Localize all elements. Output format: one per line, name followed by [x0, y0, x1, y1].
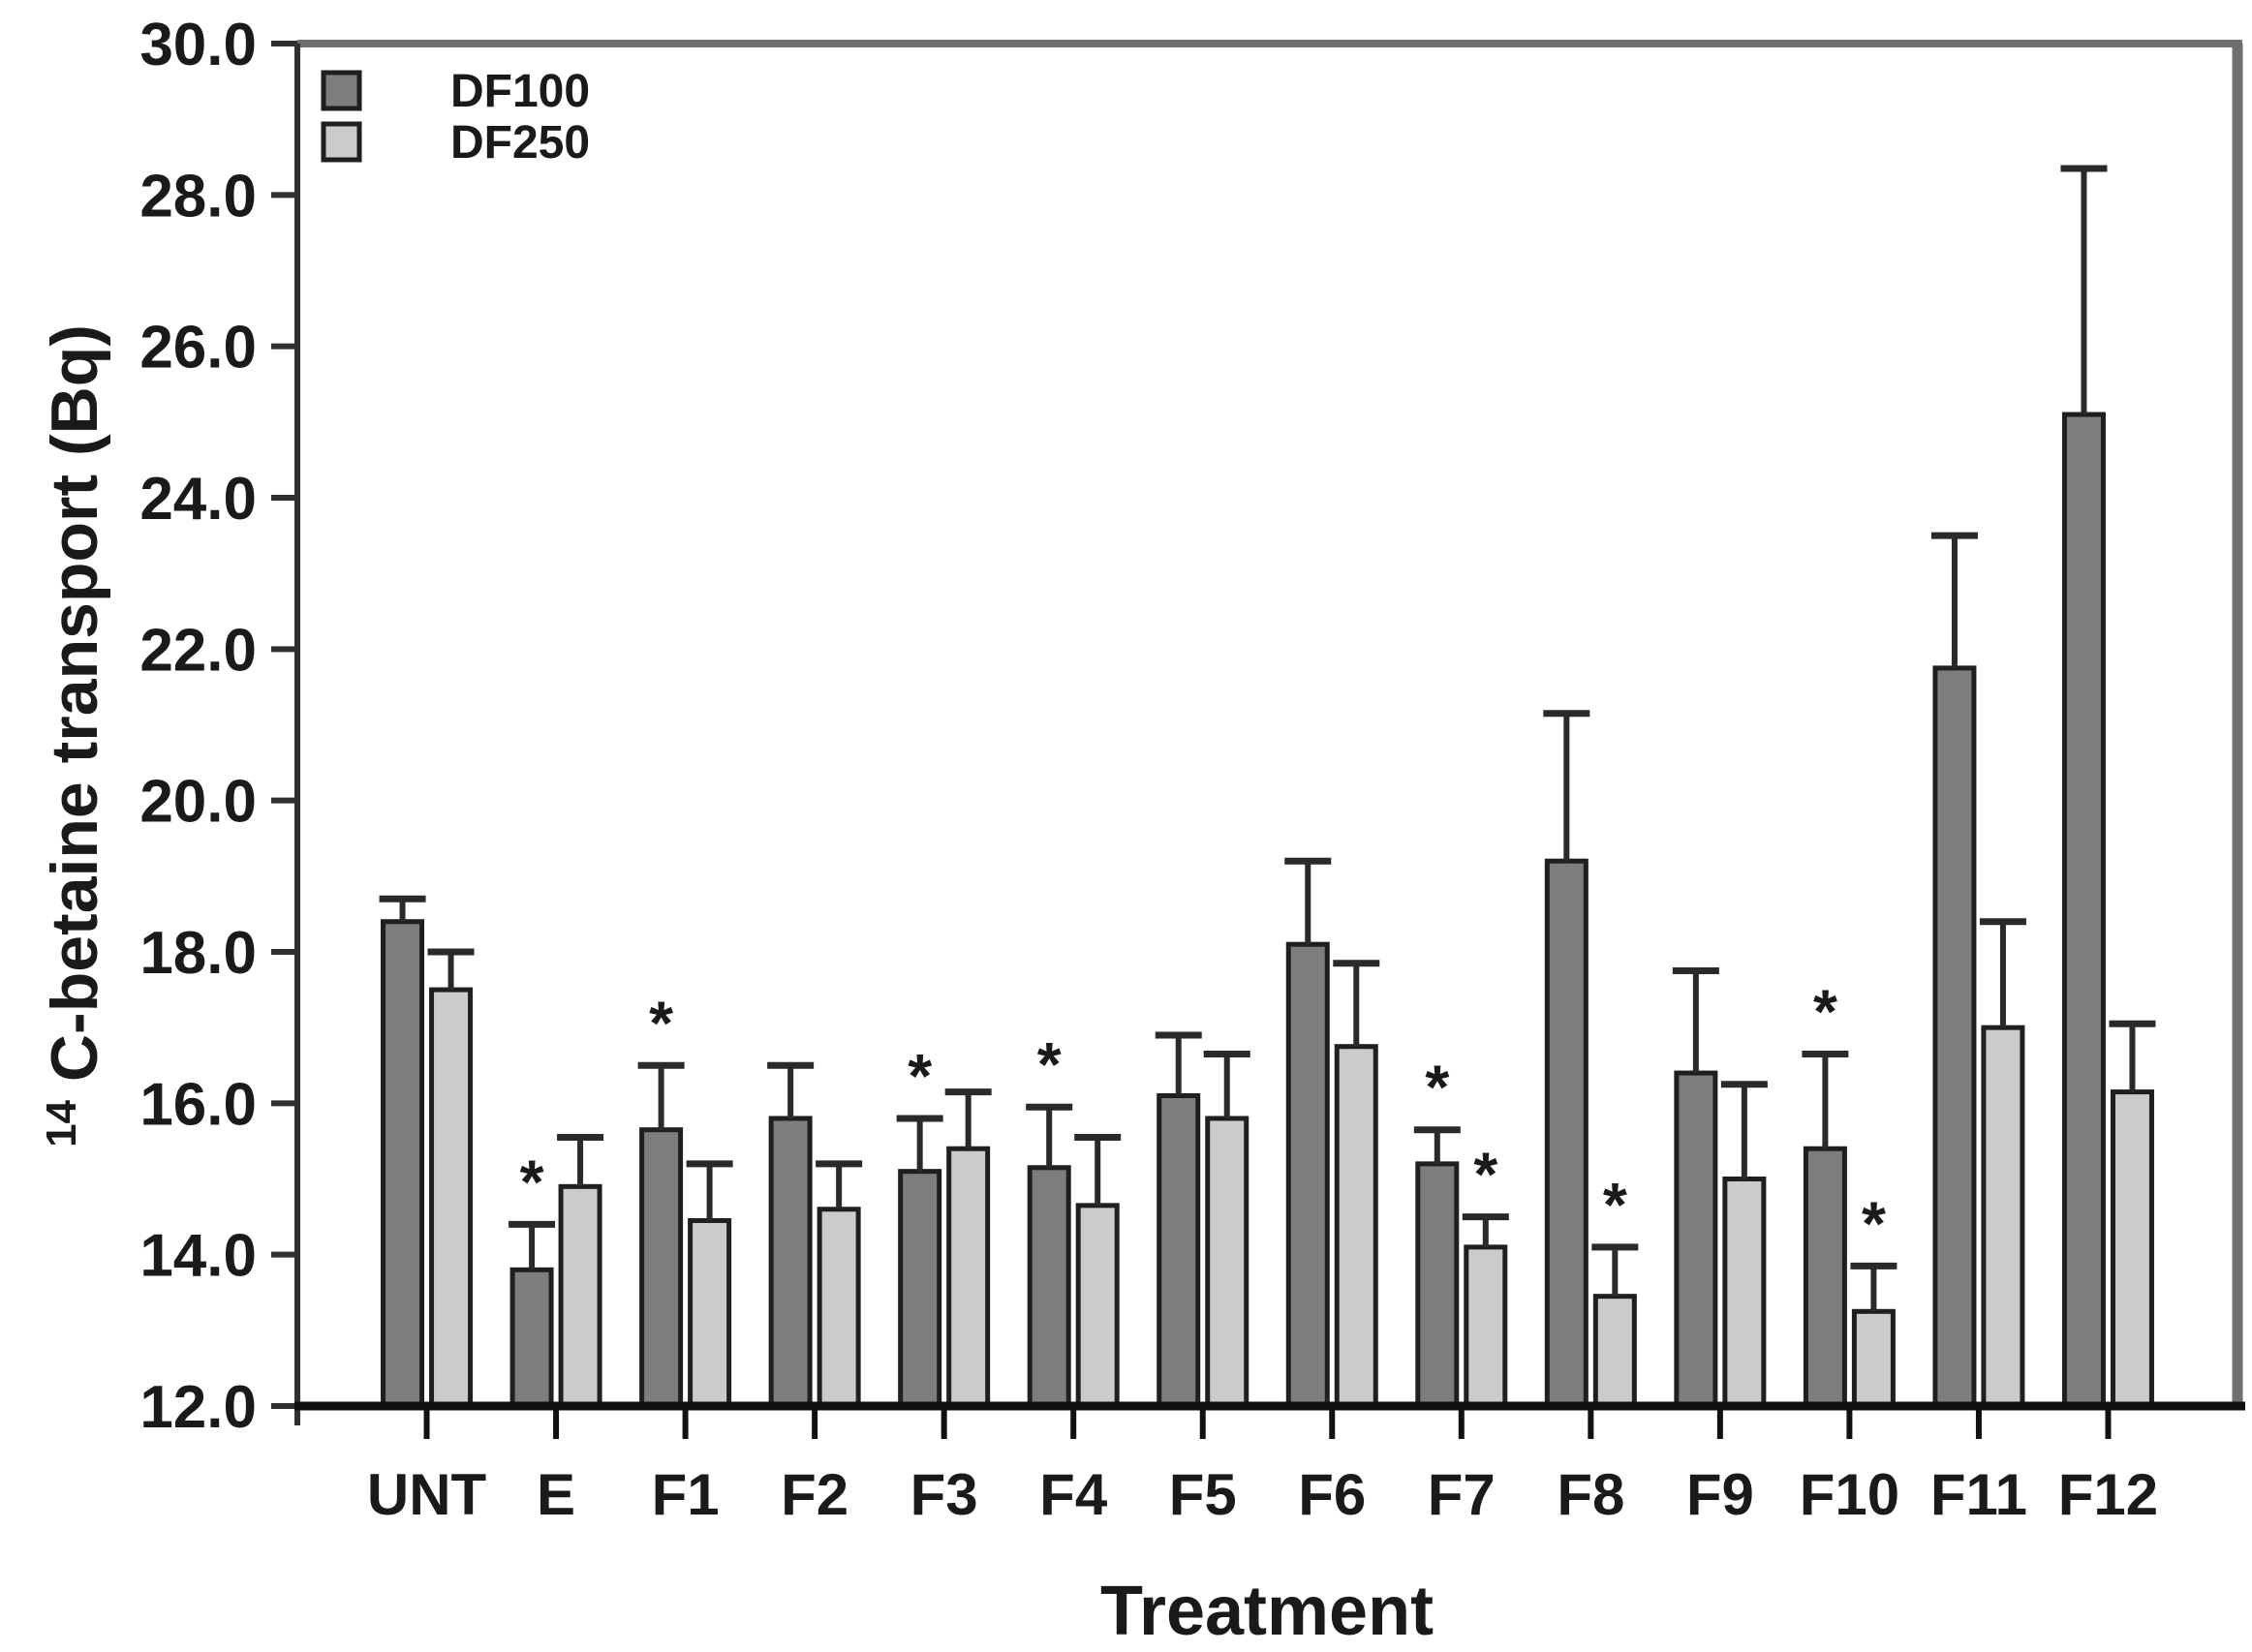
x-tick-label-f3: F3: [910, 1462, 978, 1527]
bar-f3-df250: [946, 1146, 991, 1409]
sig-asterisk-f10-df100: *: [1813, 977, 1837, 1047]
legend-swatch-df100: [321, 70, 362, 111]
bars-layer: * * * * * * * * *: [379, 165, 2156, 1409]
y-tick-label: 14.0: [139, 1223, 257, 1290]
legend-swatch-df250: [321, 121, 362, 163]
bar-f5-df100: [1157, 1093, 1201, 1409]
y-tick-label: 22.0: [139, 617, 257, 684]
bar-f12-df100: [2061, 412, 2106, 1409]
x-axis-title: Treatment: [1100, 1573, 1434, 1650]
bar-f4-df100: [1027, 1165, 1071, 1409]
x-tick-label-f10: F10: [1800, 1462, 1899, 1527]
bar-f5-df250: [1205, 1116, 1249, 1409]
sig-asterisk-e-df100: *: [520, 1147, 544, 1216]
sig-asterisk-f1-df100: *: [649, 988, 673, 1057]
bar-f11-df250: [1981, 1025, 2025, 1409]
sig-asterisk-f8-df250: *: [1603, 1170, 1627, 1239]
x-tick-label-f4: F4: [1039, 1462, 1108, 1527]
bar-f8-df100: [1544, 858, 1589, 1409]
x-tick-label-f1: F1: [652, 1462, 720, 1527]
y-tick-label: 20.0: [139, 769, 257, 836]
bar-f7-df250: [1464, 1244, 1508, 1409]
bar-f1-df250: [688, 1217, 732, 1409]
x-tick-label-unt: UNT: [367, 1462, 486, 1527]
bar-f2-df100: [768, 1116, 813, 1409]
bar-f12-df250: [2110, 1089, 2154, 1409]
y-axis-title: 14 C-betaine transport (Bq): [16, 324, 111, 1147]
bar-f4-df250: [1075, 1203, 1120, 1409]
y-axis-title-text: C-betaine transport (Bq): [38, 324, 111, 1082]
x-tick-label-f12: F12: [2058, 1462, 2158, 1527]
plot-frame: [297, 40, 2243, 1406]
bar-f1-df100: [639, 1127, 684, 1409]
sig-asterisk-f7-df100: *: [1425, 1053, 1449, 1122]
legend-label-df100: DF100: [450, 66, 590, 117]
y-tick-label: 30.0: [139, 12, 257, 78]
bar-f11-df100: [1932, 665, 1977, 1409]
bar-f3-df100: [898, 1169, 942, 1409]
x-tick-label-f11: F11: [1930, 1462, 2027, 1527]
bar-unt-df250: [429, 987, 474, 1409]
sig-asterisk-f10-df250: *: [1862, 1188, 1886, 1258]
x-tick-label-f5: F5: [1169, 1462, 1237, 1527]
y-tick-label: 26.0: [139, 315, 257, 382]
bar-f9-df250: [1722, 1177, 1767, 1409]
x-tick-label-f7: F7: [1428, 1462, 1496, 1527]
bar-e-df250: [558, 1183, 602, 1409]
x-tick-label-f8: F8: [1557, 1462, 1624, 1527]
bar-f2-df250: [817, 1207, 861, 1409]
y-tick-label: 16.0: [139, 1071, 257, 1138]
y-tick-label: 24.0: [139, 466, 257, 533]
bar-e-df100: [509, 1267, 554, 1409]
legend-label-df250: DF250: [450, 117, 590, 168]
axes-layer: 12.0 14.0 16.0 18.0 20.0 22.0 24.0 26.0 28.0 30.0…: [139, 12, 2245, 1527]
bar-f8-df250: [1592, 1294, 1637, 1409]
x-tick-label-f9: F9: [1686, 1462, 1754, 1527]
y-tick-label: 18.0: [139, 920, 257, 987]
bar-f9-df100: [1674, 1070, 1718, 1409]
sig-asterisk-f7-df250: *: [1473, 1140, 1497, 1209]
y-tick-label: 12.0: [139, 1374, 257, 1441]
x-tick-label-f6: F6: [1298, 1462, 1366, 1527]
bar-f6-df250: [1334, 1044, 1378, 1409]
y-axis-title-superscript: 14: [38, 1099, 85, 1147]
legend: [321, 70, 362, 163]
bar-unt-df100: [381, 919, 425, 1409]
bar-f10-df100: [1803, 1146, 1847, 1409]
bar-f10-df250: [1851, 1308, 1896, 1409]
sig-asterisk-f3-df100: *: [908, 1041, 932, 1111]
sig-asterisk-f4-df100: *: [1037, 1029, 1062, 1099]
x-tick-label-e: E: [537, 1462, 575, 1527]
x-tick-label-f2: F2: [781, 1462, 848, 1527]
bar-f6-df100: [1285, 941, 1330, 1409]
y-tick-label: 28.0: [139, 163, 257, 229]
bar-f7-df100: [1415, 1161, 1460, 1409]
